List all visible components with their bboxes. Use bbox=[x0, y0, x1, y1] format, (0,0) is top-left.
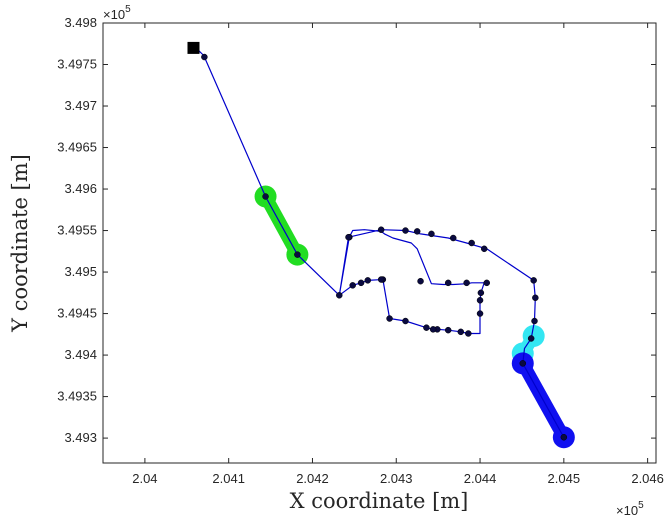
waypoint-marker bbox=[386, 315, 393, 322]
x-tick-label: 2.044 bbox=[464, 471, 497, 486]
axes-box bbox=[102, 22, 657, 464]
waypoint-marker bbox=[364, 277, 372, 284]
x-tick-label: 2.04 bbox=[132, 471, 157, 486]
waypoint-marker bbox=[476, 310, 484, 317]
y-tick-label: 3.495 bbox=[64, 264, 97, 279]
x-tick-label: 2.042 bbox=[296, 471, 329, 486]
y-axis-label: Y coordinate [m] bbox=[8, 154, 32, 333]
waypoint-marker bbox=[413, 228, 421, 235]
plot-area bbox=[102, 22, 657, 464]
waypoint-marker bbox=[402, 317, 409, 325]
y-tick-label: 3.498 bbox=[64, 15, 97, 30]
waypoint-marker bbox=[402, 227, 409, 234]
trajectory-markers bbox=[187, 41, 568, 441]
waypoint-marker bbox=[349, 282, 356, 289]
y-tick-label: 3.493 bbox=[64, 430, 97, 445]
waypoint-marker bbox=[377, 276, 385, 283]
x-tick-label: 2.043 bbox=[380, 471, 413, 486]
waypoint-marker bbox=[201, 53, 208, 61]
x-tick-label: 2.046 bbox=[631, 471, 664, 486]
highlight-endpoint bbox=[522, 324, 545, 347]
waypoint-marker bbox=[530, 277, 537, 284]
y-tick-label: 3.4945 bbox=[57, 306, 97, 321]
waypoint-marker bbox=[336, 292, 343, 299]
waypoint-marker bbox=[428, 230, 435, 238]
waypoint-marker bbox=[429, 326, 437, 333]
waypoint-marker bbox=[345, 233, 352, 241]
waypoint-marker bbox=[262, 193, 269, 200]
x-multiplier: ×105 bbox=[616, 500, 644, 518]
waypoint-marker bbox=[294, 251, 301, 258]
waypoint-marker bbox=[457, 328, 465, 336]
y-tick-label: 3.4955 bbox=[57, 223, 97, 238]
x-tick-label: 2.045 bbox=[548, 471, 581, 486]
waypoint-marker bbox=[417, 277, 424, 285]
start-marker bbox=[187, 41, 200, 54]
waypoint-marker bbox=[357, 279, 365, 287]
y-tick-label: 3.494 bbox=[64, 347, 97, 362]
waypoint-marker bbox=[531, 317, 538, 325]
y-tick-label: 3.496 bbox=[64, 181, 97, 196]
waypoint-marker bbox=[560, 434, 568, 441]
y-tick-label: 3.4935 bbox=[57, 389, 97, 404]
waypoint-marker bbox=[444, 279, 452, 287]
waypoint-marker bbox=[449, 234, 457, 242]
waypoint-marker bbox=[483, 279, 490, 287]
y-tick-label: 3.4965 bbox=[57, 140, 97, 155]
waypoint-marker bbox=[532, 294, 539, 302]
waypoint-marker bbox=[444, 326, 452, 334]
waypoint-marker bbox=[480, 245, 488, 253]
x-tick-label: 2.041 bbox=[212, 471, 245, 486]
y-multiplier: ×105 bbox=[103, 4, 131, 22]
waypoint-marker bbox=[468, 239, 475, 247]
y-axis: 3.493 3.4935 3.494 3.4945 3.495 3.4955 3.496 3.… bbox=[57, 15, 656, 445]
waypoint-marker bbox=[465, 330, 472, 337]
waypoint-marker bbox=[423, 324, 430, 331]
waypoint-marker bbox=[527, 335, 535, 342]
y-tick-label: 3.497 bbox=[64, 98, 97, 113]
waypoint-marker bbox=[477, 289, 485, 297]
waypoint-marker bbox=[519, 360, 527, 367]
waypoint-marker bbox=[476, 297, 484, 304]
waypoint-marker bbox=[463, 279, 470, 287]
x-axis: 2.04 2.041 2.042 2.043 2.044 2.045 2.046 bbox=[132, 23, 664, 486]
x-axis-label: X coordinate [m] bbox=[290, 489, 469, 513]
y-tick-label: 3.4975 bbox=[57, 57, 97, 72]
waypoint-marker bbox=[377, 226, 385, 233]
